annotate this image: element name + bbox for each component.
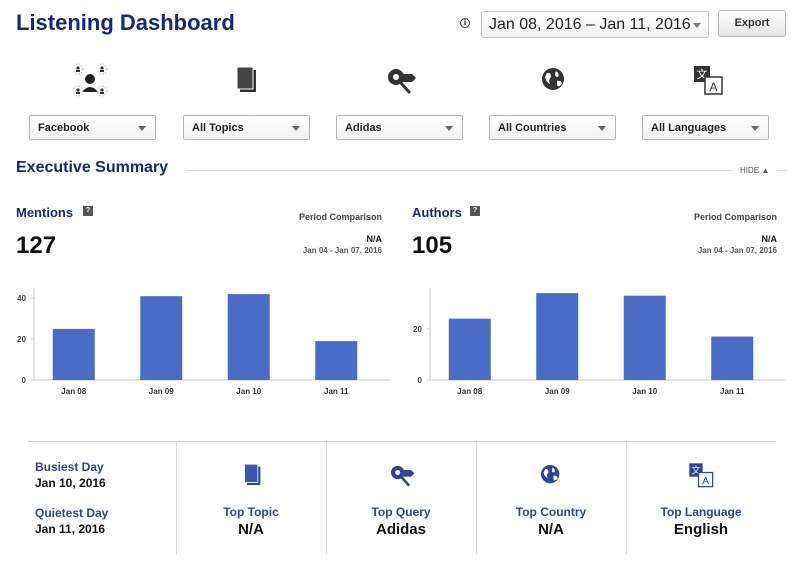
date-range-select[interactable]: Jan 08, 2016 – Jan 11, 2016 [481, 11, 709, 38]
authors-value: 105 [412, 232, 453, 259]
y-tick-label: 0 [418, 376, 423, 385]
bar [711, 336, 754, 380]
search-tag-icon [391, 465, 415, 487]
country-filter-value: All Countries [498, 122, 567, 134]
period-comparison-value: N/A [366, 234, 383, 244]
chevron-down-icon [598, 126, 606, 131]
chevron-down-icon [292, 126, 300, 131]
y-tick-label: 40 [17, 294, 26, 303]
translate-icon: 文 A [689, 463, 714, 488]
x-tick-label: Jan 08 [61, 387, 86, 396]
top-topic-label: Top Topic [223, 505, 279, 519]
svg-text:A: A [702, 476, 709, 487]
search-tag-icon [388, 69, 416, 94]
mentions-value: 127 [16, 232, 57, 259]
date-range-value: Jan 08, 2016 – Jan 11, 2016 [489, 16, 691, 33]
topic-filter[interactable]: All Topics [183, 115, 310, 140]
top-language-label: Top Language [660, 505, 742, 519]
language-filter-value: All Languages [651, 122, 727, 134]
x-tick-label: Jan 11 [720, 387, 745, 396]
divider [176, 442, 177, 554]
bar [536, 293, 579, 380]
divider [626, 442, 627, 554]
info-icon[interactable]: i [460, 18, 470, 28]
export-button[interactable]: Export [718, 10, 786, 37]
period-comparison-range: Jan 04 - Jan 07, 2016 [697, 246, 777, 255]
busiest-day-value: Jan 10, 2016 [35, 476, 106, 490]
chevron-down-icon [751, 126, 759, 131]
divider [186, 170, 732, 171]
hide-toggle[interactable]: HIDE ▲ [740, 166, 770, 175]
bar [227, 294, 270, 380]
page-title: Listening Dashboard [16, 10, 235, 35]
x-tick-label: Jan 09 [545, 387, 570, 396]
top-language-value: English [673, 521, 729, 538]
y-tick-label: 20 [17, 335, 26, 344]
authors-chart: 0 20 Jan 08 Jan 09 Jan 10 Jan 11 [413, 288, 786, 396]
y-tick-label: 20 [413, 325, 422, 334]
x-tick-label: Jan 09 [149, 387, 174, 396]
quietest-day-value: Jan 11, 2016 [35, 522, 106, 536]
top-country-value: N/A [538, 521, 564, 538]
svg-text:A: A [709, 80, 717, 94]
language-filter[interactable]: All Languages [642, 115, 769, 140]
bar [623, 295, 666, 380]
period-comparison-value: N/A [761, 234, 778, 244]
translate-icon: 文 A [694, 66, 723, 95]
x-tick-label: Jan 10 [632, 387, 657, 396]
globe-icon [541, 465, 560, 484]
query-filter-value: Adidas [345, 122, 382, 134]
y-tick-label: 0 [22, 376, 27, 385]
documents-icon [236, 66, 256, 92]
chevron-down-icon [445, 126, 453, 131]
divider [28, 441, 776, 442]
bar [52, 328, 95, 380]
source-filter[interactable]: Facebook [29, 115, 156, 140]
bar [140, 296, 183, 380]
top-query-value: Adidas [375, 521, 426, 538]
country-filter[interactable]: All Countries [489, 115, 616, 140]
period-comparison-label: Period Comparison [298, 212, 382, 222]
top-country-label: Top Country [515, 505, 587, 519]
bar [448, 318, 491, 380]
svg-text:文: 文 [697, 67, 708, 81]
x-tick-label: Jan 11 [324, 387, 349, 396]
source-filter-value: Facebook [38, 122, 90, 134]
chevron-down-icon [693, 23, 701, 28]
quietest-day-label: Quietest Day [35, 506, 109, 520]
authors-title: Authors [412, 205, 462, 220]
help-icon[interactable]: ? [470, 206, 480, 216]
x-tick-label: Jan 10 [236, 387, 261, 396]
bar [315, 341, 358, 380]
top-query-label: Top Query [371, 505, 431, 519]
period-comparison-label: Period Comparison [693, 212, 777, 222]
section-title: Executive Summary [16, 159, 169, 176]
chevron-down-icon [138, 126, 146, 131]
query-filter[interactable]: Adidas [336, 115, 463, 140]
topic-filter-value: All Topics [192, 122, 244, 134]
period-comparison-range: Jan 04 - Jan 07, 2016 [302, 246, 382, 255]
globe-icon [542, 68, 564, 90]
mentions-title: Mentions [16, 205, 74, 220]
divider [326, 442, 327, 554]
top-topic-value: N/A [238, 521, 264, 538]
documents-icon [244, 463, 261, 485]
x-tick-label: Jan 08 [457, 387, 482, 396]
divider [777, 170, 787, 171]
busiest-day-label: Busiest Day [35, 460, 104, 474]
divider [476, 442, 477, 554]
mentions-chart: 0 20 40 Jan 08 Jan 09 Jan 10 Jan 11 [17, 288, 390, 396]
help-icon[interactable]: ? [83, 206, 93, 216]
svg-text:文: 文 [691, 464, 700, 476]
people-network-icon [72, 63, 108, 97]
